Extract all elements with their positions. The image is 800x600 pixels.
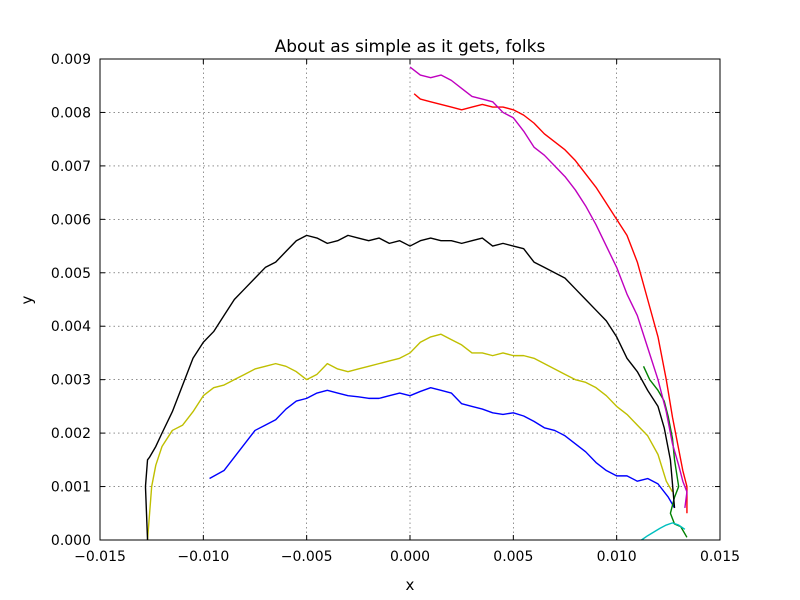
series-line-4 [641, 522, 686, 541]
series-line-1 [209, 386, 676, 509]
y-tick-label: 0.006 [51, 212, 91, 228]
series-layer [144, 66, 688, 541]
x-tick-label: 0.000 [390, 549, 430, 565]
chart-title: About as simple as it gets, folks [275, 37, 546, 57]
series-line-5 [409, 66, 688, 509]
y-tick-label: 0.004 [51, 319, 91, 335]
series-line-3 [413, 93, 688, 514]
x-axis-label: x [406, 576, 415, 594]
y-tick-label: 0.002 [51, 426, 91, 442]
x-tick-label: 0.015 [700, 549, 740, 565]
y-tick-label: 0.008 [51, 105, 91, 121]
series-line-7 [144, 234, 676, 541]
y-axis-label: y [18, 295, 36, 304]
y-tick-label: 0.009 [51, 52, 91, 68]
y-tick-label: 0.000 [51, 533, 91, 549]
x-tick-label: −0.010 [177, 549, 229, 565]
tick-layer: −0.015 −0.010 −0.005 0.000 0.005 0.010 0.015 0.… [51, 52, 740, 565]
y-tick-label: 0.007 [51, 159, 91, 175]
x-tick-label: 0.010 [597, 549, 637, 565]
series-line-6 [146, 333, 674, 541]
y-tick-label: 0.005 [51, 266, 91, 282]
x-tick-label: −0.005 [281, 549, 333, 565]
x-tick-label: 0.005 [493, 549, 533, 565]
grid-layer [99, 58, 721, 541]
x-tick-label: −0.015 [74, 549, 126, 565]
y-tick-label: 0.001 [51, 480, 91, 496]
y-tick-label: 0.003 [51, 373, 91, 389]
series-line-2 [642, 366, 688, 538]
